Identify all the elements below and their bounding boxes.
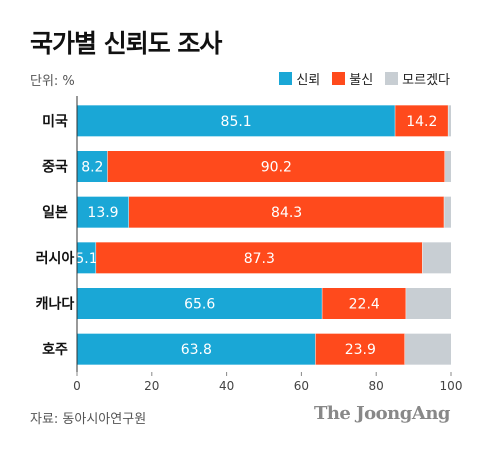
source-note: 자료: 동아시아연구원 — [30, 412, 147, 427]
brand-logo: The JoongAng — [313, 403, 451, 424]
bar-unknown — [448, 105, 451, 137]
bar-distrust — [128, 196, 445, 228]
data-label-distrust: 90.2 — [261, 160, 292, 176]
bar-distrust — [322, 288, 407, 319]
bar-unknown — [445, 151, 451, 182]
bar-unknown — [444, 196, 451, 228]
bar-trust — [77, 242, 97, 274]
bar-unknown — [406, 288, 451, 319]
bar-distrust — [395, 105, 449, 137]
legend-label-trust: 신뢰 — [296, 73, 321, 88]
legend-item-trust: 신뢰 — [279, 69, 320, 88]
category-label: 캐나다 — [36, 297, 75, 313]
category-label: 일본 — [42, 205, 68, 221]
data-label-trust: 8.2 — [81, 160, 103, 176]
bar-distrust — [96, 242, 423, 274]
data-label-distrust: 22.4 — [349, 297, 380, 313]
bar-trust — [77, 105, 396, 137]
x-tick-label: 80 — [369, 379, 384, 393]
legend-label-distrust: 불신 — [349, 73, 374, 88]
legend-item-distrust: 불신 — [332, 69, 373, 88]
data-label-distrust: 84.3 — [271, 205, 302, 221]
bar-trust — [77, 333, 316, 365]
legend: 신뢰 불신 모르겠다 — [279, 69, 450, 88]
legend-item-unknown: 모르겠다 — [385, 69, 450, 88]
x-tick-label: 40 — [219, 379, 234, 393]
bar-trust — [77, 196, 129, 228]
bar-distrust — [107, 151, 446, 182]
legend-swatch-distrust — [332, 72, 346, 85]
bar-distrust — [315, 333, 405, 365]
legend-label-unknown: 모르겠다 — [402, 73, 450, 88]
legend-swatch-unknown — [385, 72, 399, 85]
category-label: 호주 — [42, 342, 68, 358]
bar-unknown — [422, 242, 451, 274]
x-tick-label: 0 — [73, 379, 81, 393]
data-label-trust: 65.6 — [184, 297, 215, 313]
bar-trust — [77, 151, 108, 182]
data-label-trust: 63.8 — [181, 342, 212, 358]
data-label-trust: 5.1 — [75, 251, 97, 267]
data-label-distrust: 23.9 — [345, 342, 376, 358]
unit-label: 단위: % — [30, 74, 75, 89]
chart-title: 국가별 신뢰도 조사 — [30, 29, 222, 58]
data-label-distrust: 87.3 — [244, 251, 275, 267]
data-label-trust: 85.1 — [221, 114, 252, 130]
bar-unknown — [404, 333, 451, 365]
bar-trust — [77, 288, 323, 319]
x-tick-label: 60 — [294, 379, 309, 393]
x-tick-label: 20 — [144, 379, 159, 393]
x-tick-label: 100 — [440, 379, 463, 393]
data-label-trust: 13.9 — [87, 205, 118, 221]
data-label-distrust: 14.2 — [406, 114, 437, 130]
legend-swatch-trust — [279, 72, 293, 85]
category-label: 중국 — [42, 160, 68, 176]
category-label: 미국 — [42, 114, 68, 130]
category-label: 러시아 — [36, 250, 75, 267]
